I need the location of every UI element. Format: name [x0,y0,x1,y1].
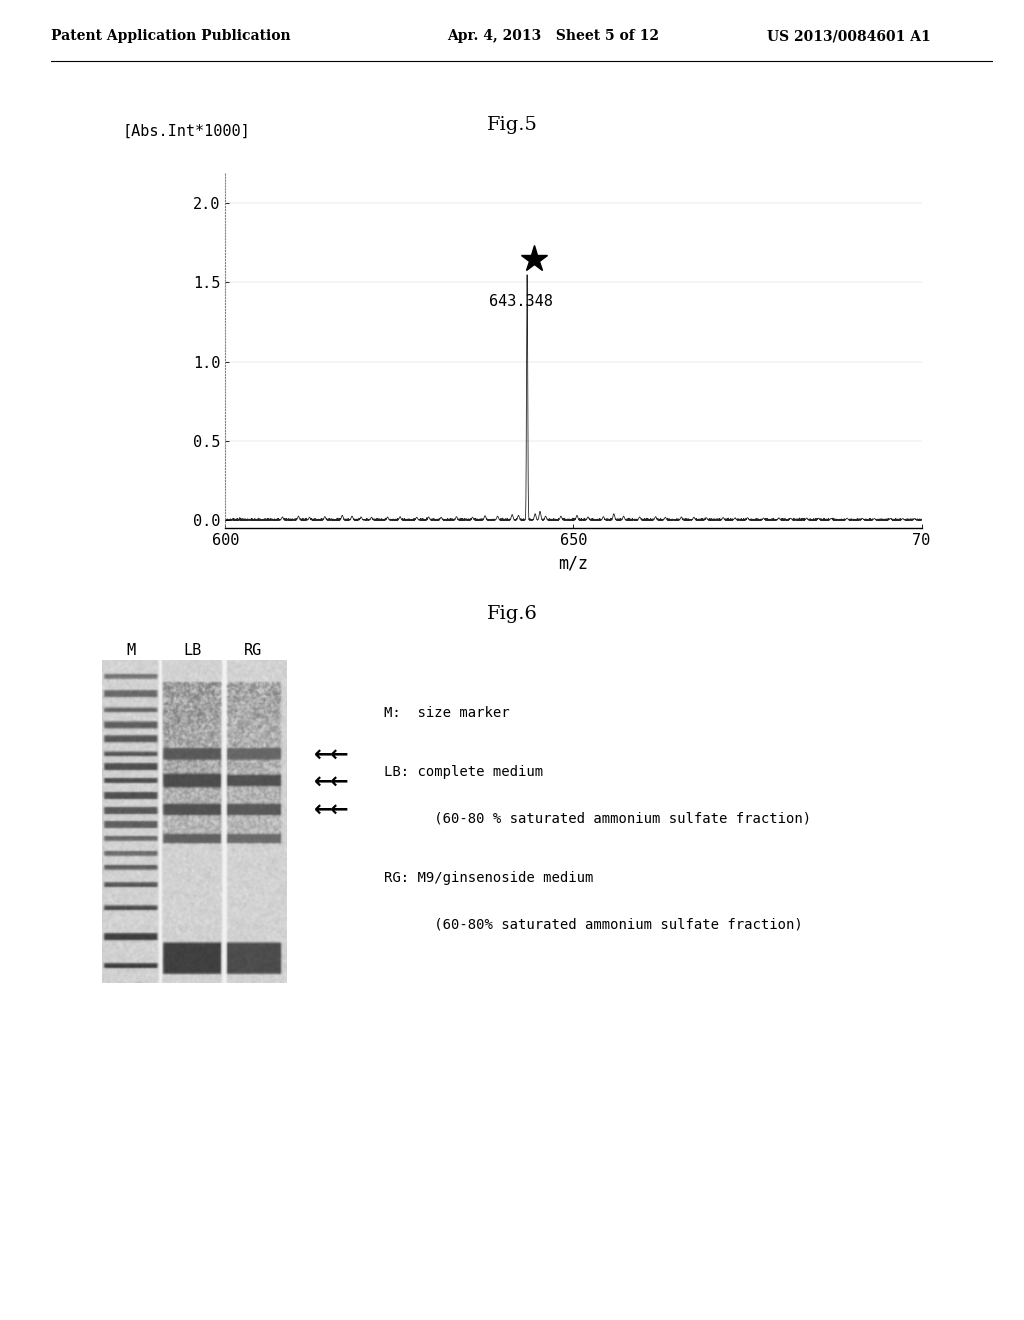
Text: US 2013/0084601 A1: US 2013/0084601 A1 [767,29,931,44]
Text: (60-80% saturated ammonium sulfate fraction): (60-80% saturated ammonium sulfate fract… [384,917,803,931]
Text: LB: complete medium: LB: complete medium [384,766,543,779]
Text: [Abs.Int*1000]: [Abs.Int*1000] [123,124,251,139]
Text: ←: ← [314,800,333,820]
Text: RG: RG [244,643,262,657]
Text: Patent Application Publication: Patent Application Publication [51,29,291,44]
Text: 643.348: 643.348 [488,294,553,309]
Text: ←: ← [314,744,333,764]
Text: Fig.5: Fig.5 [486,116,538,135]
Text: M:  size marker: M: size marker [384,706,510,719]
Text: ←: ← [314,771,333,791]
Text: RG: M9/ginsenoside medium: RG: M9/ginsenoside medium [384,871,593,884]
Text: Fig.6: Fig.6 [486,605,538,623]
Text: LB: LB [183,643,202,657]
Text: ←: ← [330,800,348,820]
X-axis label: m/z: m/z [558,554,589,573]
Text: (60-80 % saturated ammonium sulfate fraction): (60-80 % saturated ammonium sulfate frac… [384,812,811,825]
Text: ←: ← [330,771,348,791]
Text: M: M [127,643,136,657]
Text: Apr. 4, 2013   Sheet 5 of 12: Apr. 4, 2013 Sheet 5 of 12 [446,29,658,44]
Text: ←: ← [330,744,348,764]
